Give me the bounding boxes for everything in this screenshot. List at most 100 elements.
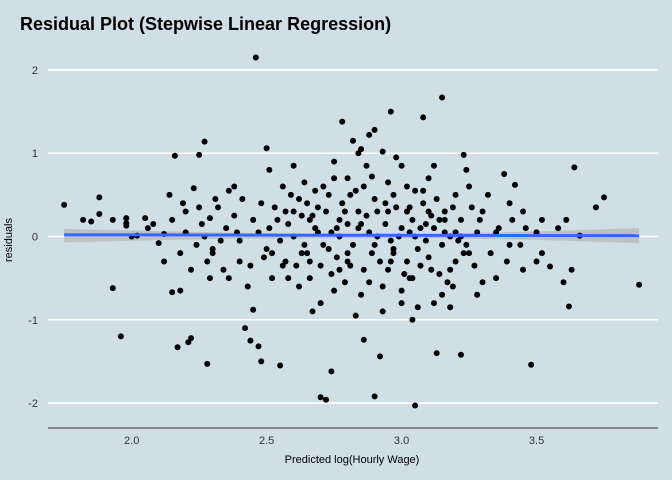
data-point [571, 164, 578, 171]
data-point [547, 263, 554, 270]
data-point [331, 175, 338, 182]
data-point [538, 250, 545, 257]
data-point [231, 183, 238, 190]
data-point [449, 283, 456, 290]
data-point [484, 191, 491, 198]
data-point [436, 216, 443, 223]
data-point [403, 258, 410, 265]
data-point [328, 270, 335, 277]
data-point [376, 353, 383, 360]
data-point [601, 194, 608, 201]
data-point [123, 215, 130, 222]
data-point [398, 300, 405, 307]
data-point [169, 216, 176, 223]
data-point [592, 204, 599, 211]
data-point [217, 237, 224, 244]
data-point [279, 183, 286, 190]
data-point [61, 201, 68, 208]
data-point [433, 196, 440, 203]
fit-line-layer [64, 233, 640, 238]
data-point [263, 145, 270, 152]
data-point [323, 396, 330, 403]
data-point [371, 196, 378, 203]
data-point [358, 291, 365, 298]
data-point [452, 191, 459, 198]
data-point [209, 245, 216, 252]
data-point [247, 337, 254, 344]
data-point [171, 152, 178, 159]
data-point [317, 300, 324, 307]
data-point [206, 275, 213, 282]
data-point [298, 250, 305, 257]
data-point [142, 215, 149, 222]
data-point [296, 283, 303, 290]
data-point [174, 344, 181, 351]
data-point [304, 250, 311, 257]
data-point [344, 221, 351, 228]
data-point [215, 204, 222, 211]
data-point [439, 94, 446, 101]
data-point [436, 270, 443, 277]
x-tick-label: 3.0 [394, 435, 409, 447]
data-point [385, 266, 392, 273]
data-point [430, 162, 437, 169]
data-point [538, 216, 545, 223]
data-point [250, 216, 257, 223]
data-point [439, 241, 446, 248]
data-point [339, 200, 346, 207]
data-point [355, 208, 362, 215]
data-point [263, 245, 270, 252]
data-point [258, 358, 265, 365]
data-point [177, 250, 184, 257]
data-point [223, 225, 230, 232]
chart-title: Residual Plot (Stepwise Linear Regressio… [20, 14, 391, 34]
data-point [447, 266, 454, 273]
data-point [193, 241, 200, 248]
data-point [452, 258, 459, 265]
y-tick-label: 2 [32, 65, 38, 77]
data-point [463, 166, 470, 173]
data-point [430, 225, 437, 232]
data-point [306, 258, 313, 265]
data-point [368, 173, 375, 180]
data-point [350, 137, 356, 144]
data-point [479, 279, 486, 286]
data-point [509, 216, 516, 223]
data-point [277, 362, 284, 369]
data-point [522, 225, 529, 232]
data-point [204, 258, 211, 265]
data-point [439, 291, 446, 298]
data-point [452, 229, 459, 236]
data-point [398, 225, 405, 232]
data-point [96, 211, 103, 218]
data-point [390, 250, 397, 257]
y-tick-label: -1 [28, 315, 38, 327]
data-point [428, 266, 435, 273]
data-point [487, 250, 494, 257]
data-point [379, 308, 386, 315]
data-point [244, 283, 251, 290]
data-point [409, 316, 416, 323]
data-point [301, 179, 308, 186]
data-point [363, 212, 370, 219]
data-point [460, 151, 467, 158]
data-point [277, 237, 284, 244]
data-point [409, 275, 416, 282]
data-point [401, 270, 408, 277]
data-point [555, 225, 562, 232]
data-point [352, 187, 359, 194]
data-point [179, 200, 186, 207]
data-point [190, 185, 197, 192]
data-point [209, 250, 216, 257]
data-point [188, 266, 195, 273]
data-point [331, 287, 338, 294]
data-point [420, 187, 427, 194]
data-point [385, 179, 392, 186]
data-point [144, 225, 151, 232]
data-point [296, 196, 303, 203]
data-point [266, 166, 273, 173]
data-point [417, 225, 424, 232]
data-point [447, 304, 454, 311]
data-point [398, 162, 405, 169]
